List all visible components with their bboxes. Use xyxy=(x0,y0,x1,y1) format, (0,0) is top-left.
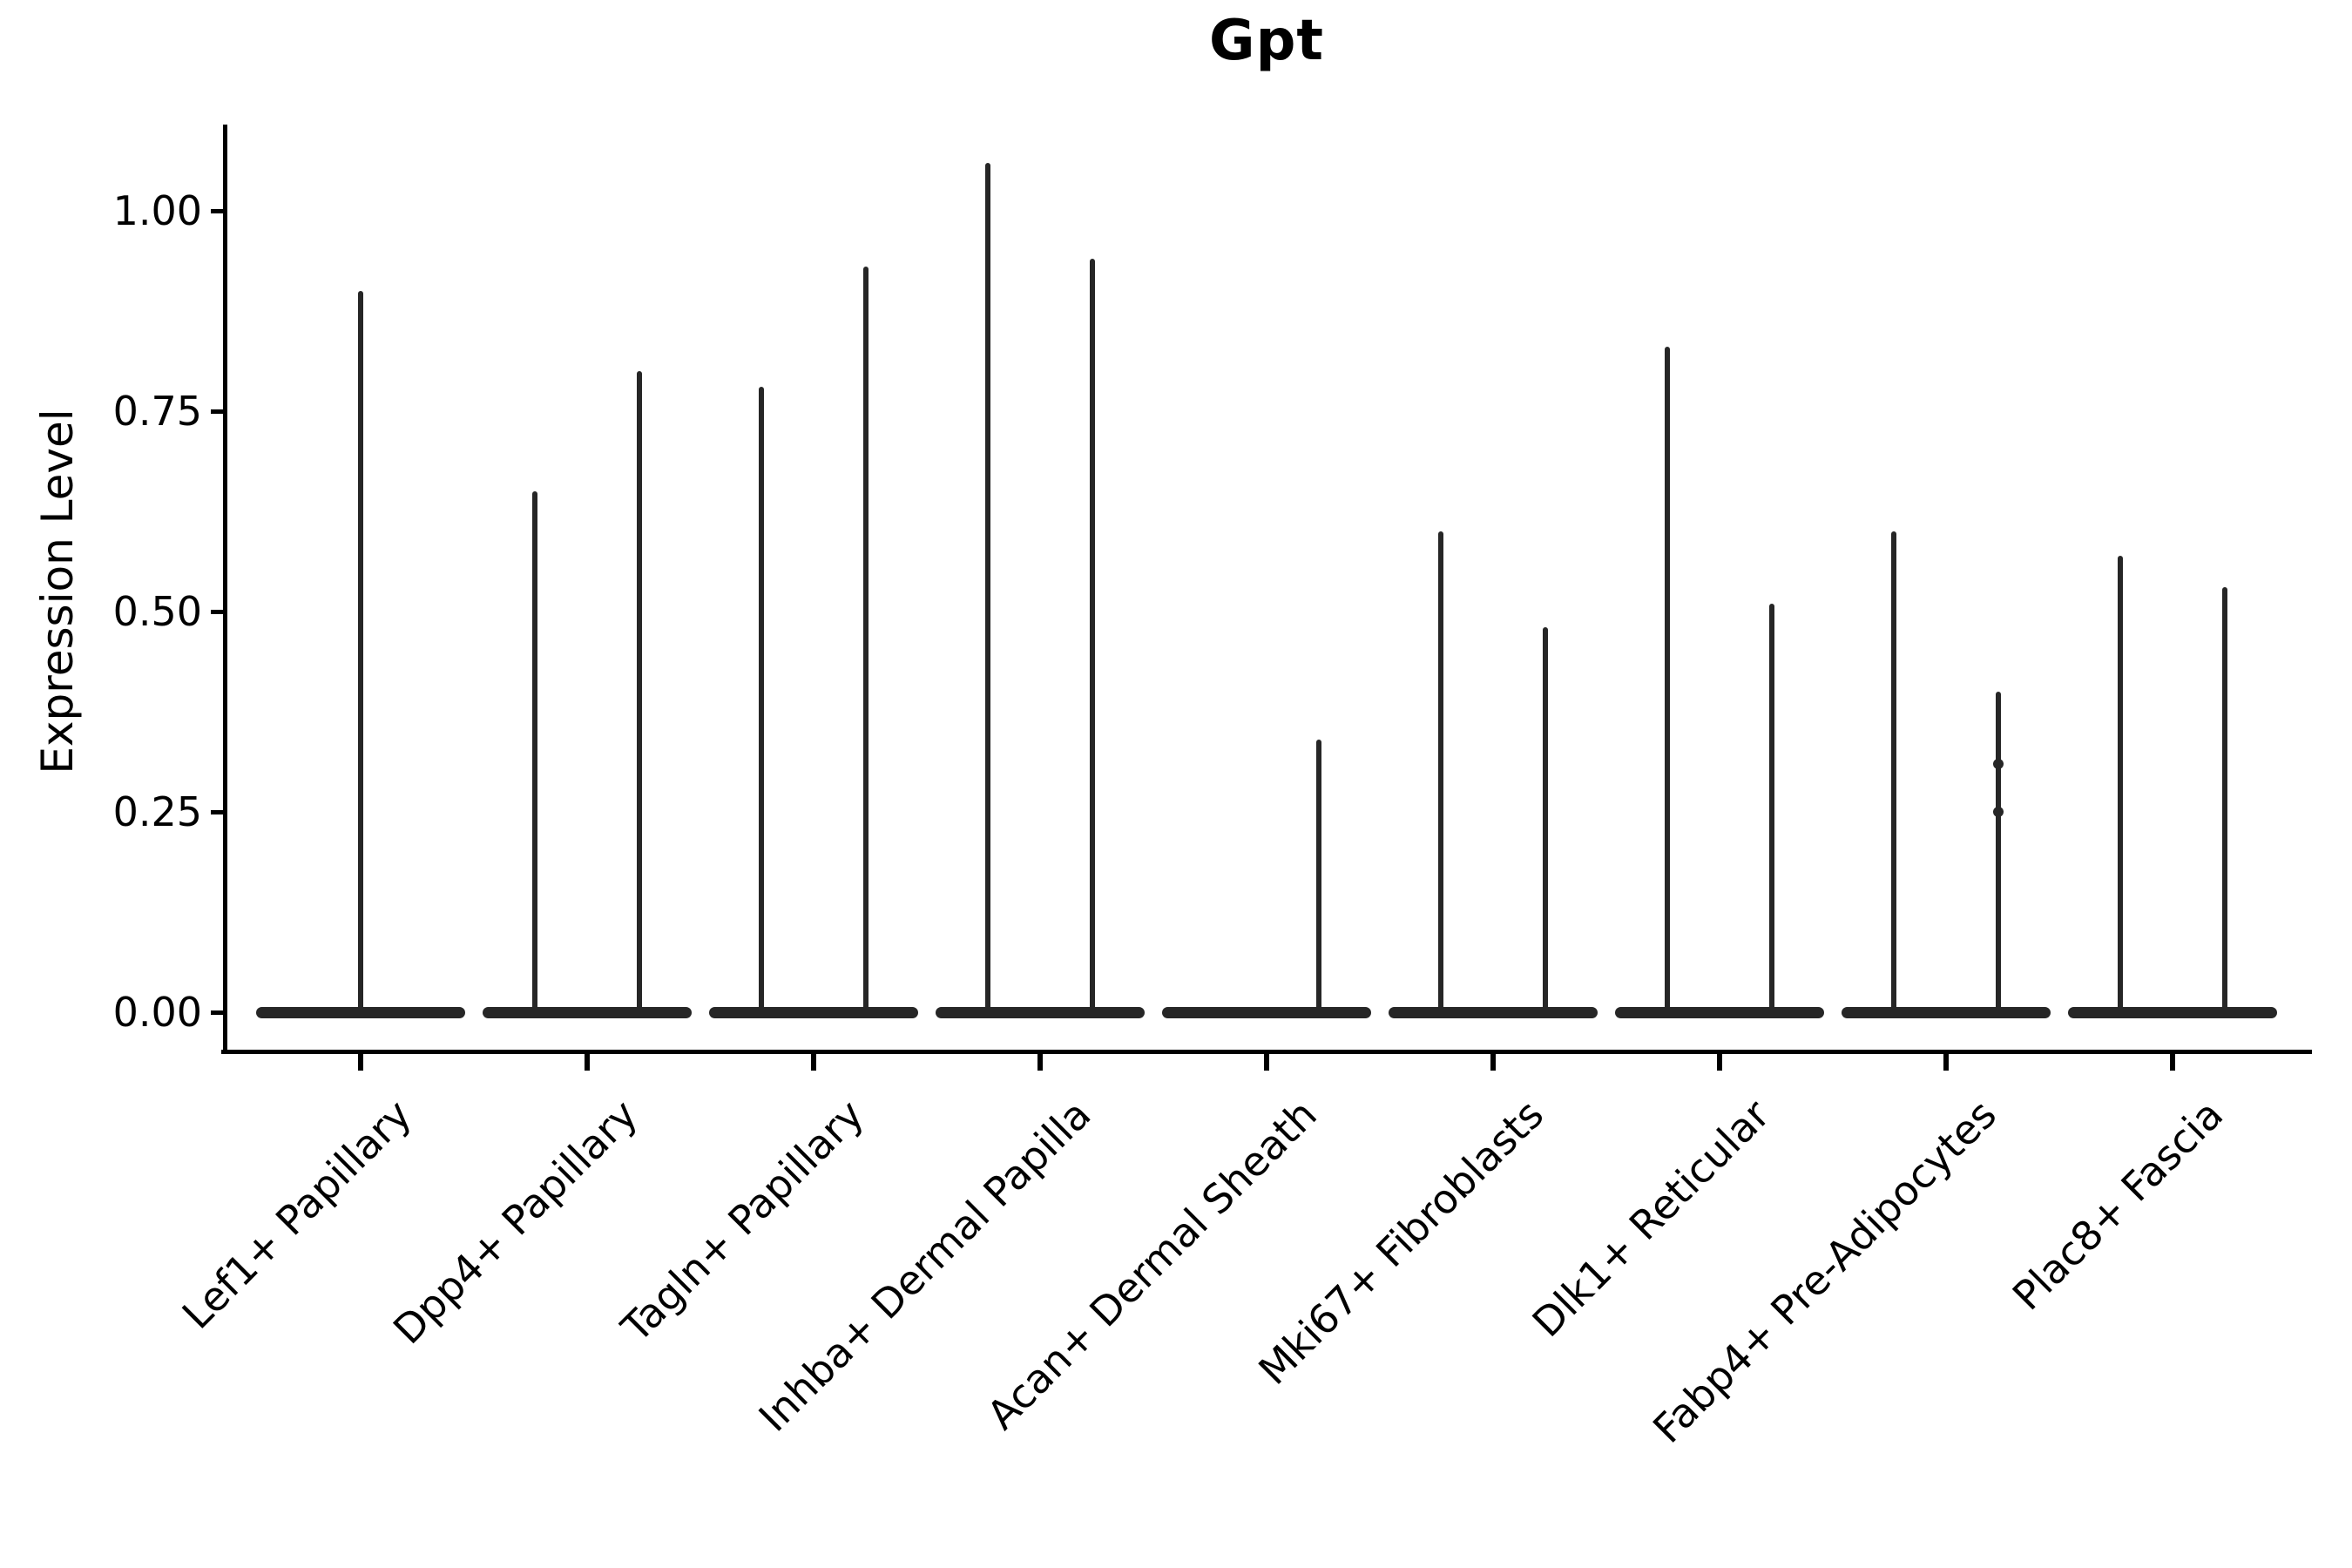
violin-spike xyxy=(532,491,537,1018)
y-tick-mark xyxy=(211,1010,223,1015)
x-tick-label: Lef1+ Papillary xyxy=(172,1091,421,1338)
x-axis-spine xyxy=(221,1050,2312,1054)
violin-body xyxy=(483,1006,692,1018)
violin-spike xyxy=(1891,531,1896,1018)
x-tick-mark xyxy=(1490,1054,1496,1071)
violin-density-bump xyxy=(1993,758,2004,769)
y-tick-label: 0.75 xyxy=(112,388,202,435)
chart-title: Gpt xyxy=(1209,9,1324,73)
violin-spike xyxy=(2222,587,2227,1018)
violin-spike xyxy=(637,371,642,1018)
x-tick-mark xyxy=(2170,1054,2175,1071)
violin-body xyxy=(2068,1006,2277,1018)
x-tick-mark xyxy=(811,1054,816,1071)
violin-body xyxy=(936,1006,1145,1018)
y-tick-mark xyxy=(211,610,223,614)
violin-body xyxy=(1615,1006,1824,1018)
violin-spike xyxy=(1769,603,1774,1018)
violin-spike xyxy=(1438,531,1443,1018)
y-tick-mark xyxy=(211,810,223,814)
violin-spike xyxy=(2118,555,2123,1018)
x-tick-label: Plac8+ Fascia xyxy=(2003,1091,2233,1320)
violin-spike xyxy=(759,387,764,1018)
y-tick-mark xyxy=(211,409,223,414)
x-tick-mark xyxy=(358,1054,363,1071)
violin-body xyxy=(709,1006,918,1018)
x-tick-mark xyxy=(1943,1054,1949,1071)
x-tick-mark xyxy=(1037,1054,1043,1071)
violin-spike xyxy=(1316,740,1321,1018)
y-tick-label: 0.00 xyxy=(112,989,202,1036)
x-tick-mark xyxy=(1717,1054,1722,1071)
violin-body xyxy=(1162,1006,1371,1018)
violin-body xyxy=(1842,1006,2051,1018)
y-tick-label: 0.50 xyxy=(112,588,202,635)
violin-body xyxy=(1389,1006,1598,1018)
x-tick-label: Tagln+ Papillary xyxy=(612,1091,874,1351)
y-tick-mark xyxy=(211,209,223,213)
violin-spike xyxy=(1665,347,1670,1018)
y-tick-label: 1.00 xyxy=(112,187,202,234)
violin-spike xyxy=(1090,259,1095,1018)
violin-spike xyxy=(1996,692,2001,1018)
violin-spike xyxy=(985,162,990,1018)
violin-density-bump xyxy=(1993,807,2004,817)
violin-spike xyxy=(358,291,363,1018)
x-tick-mark xyxy=(585,1054,590,1071)
y-axis-spine xyxy=(223,125,227,1054)
x-tick-label: Dlk1+ Reticular xyxy=(1523,1091,1780,1347)
violin-spike xyxy=(1543,627,1548,1018)
x-tick-mark xyxy=(1264,1054,1269,1071)
violin-spike xyxy=(863,267,868,1018)
x-tick-label: Dpp4+ Papillary xyxy=(383,1091,647,1354)
y-tick-label: 0.25 xyxy=(112,788,202,835)
